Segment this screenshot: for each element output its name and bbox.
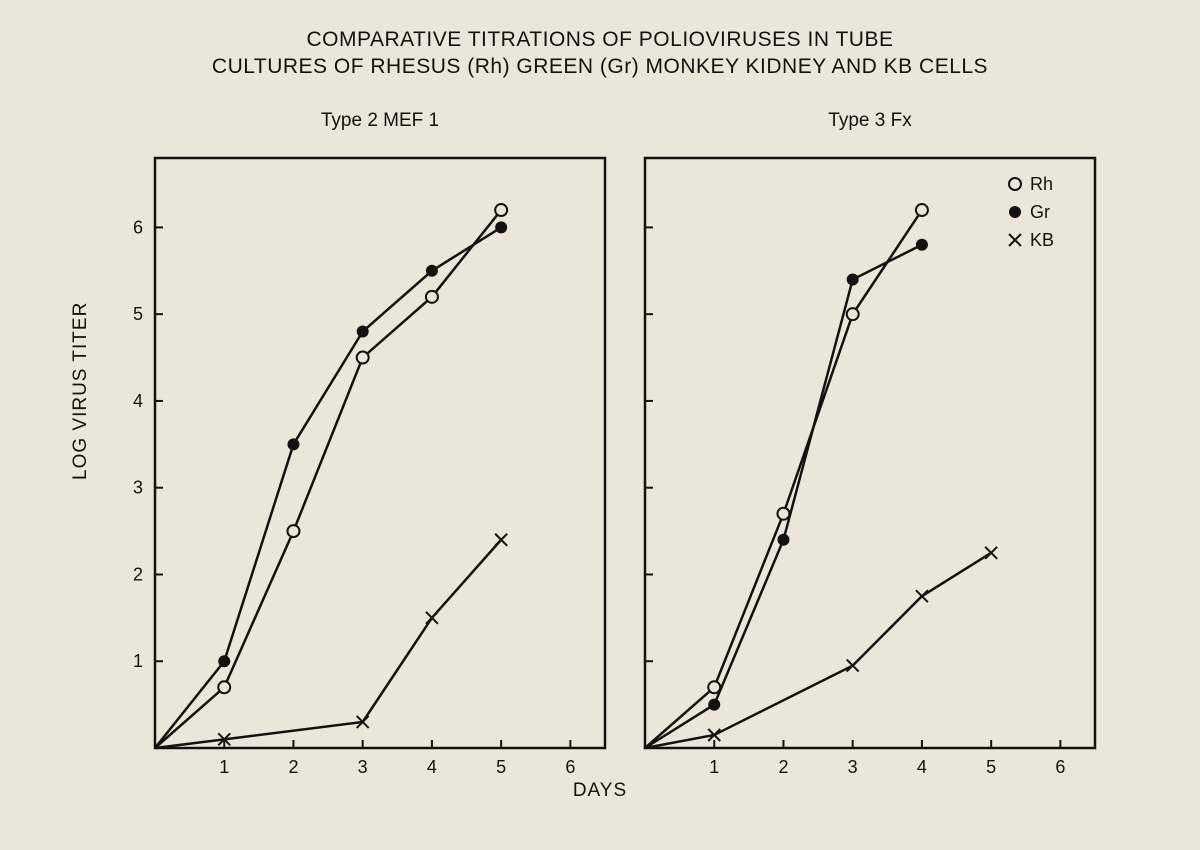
svg-text:5: 5 xyxy=(986,757,996,777)
filled-circle-icon xyxy=(1000,202,1030,222)
series-marker xyxy=(777,508,789,520)
series-marker xyxy=(218,681,230,693)
svg-text:1: 1 xyxy=(709,757,719,777)
series-marker xyxy=(426,612,438,624)
y-axis-label: LOG VIRUS TITER xyxy=(70,302,92,480)
series-marker xyxy=(495,204,507,216)
series-line xyxy=(155,227,501,748)
series-marker xyxy=(916,239,928,251)
series-line xyxy=(645,210,922,748)
svg-text:1: 1 xyxy=(133,651,143,671)
series-marker xyxy=(495,534,507,546)
series-marker xyxy=(218,655,230,667)
series-marker xyxy=(357,326,369,338)
svg-text:5: 5 xyxy=(496,757,506,777)
series-line xyxy=(645,245,922,748)
legend-item: Rh xyxy=(1000,170,1054,198)
series-marker xyxy=(357,352,369,364)
series-marker xyxy=(287,438,299,450)
series-line xyxy=(155,210,501,748)
legend-label: Gr xyxy=(1030,202,1050,223)
series-marker xyxy=(847,308,859,320)
series-marker xyxy=(847,273,859,285)
svg-text:4: 4 xyxy=(427,757,437,777)
series-marker xyxy=(916,204,928,216)
svg-text:2: 2 xyxy=(778,757,788,777)
svg-text:1: 1 xyxy=(219,757,229,777)
x-icon xyxy=(1000,230,1030,250)
series-marker xyxy=(708,699,720,711)
series-marker xyxy=(777,534,789,546)
svg-text:6: 6 xyxy=(133,217,143,237)
series-marker xyxy=(847,660,859,672)
series-marker xyxy=(287,525,299,537)
panel-title: Type 2 MEF 1 xyxy=(230,110,530,132)
series-marker xyxy=(426,291,438,303)
series-line xyxy=(645,553,991,748)
svg-text:5: 5 xyxy=(133,304,143,324)
open-circle-icon xyxy=(1000,174,1030,194)
svg-text:6: 6 xyxy=(1055,757,1065,777)
panel-title: Type 3 Fx xyxy=(720,110,1020,132)
chart-panel: 1 2 3 4 5 6 1 2 3 4 5 6 xyxy=(125,148,635,788)
legend-item: KB xyxy=(1000,226,1054,254)
legend-label: KB xyxy=(1030,230,1054,251)
legend-label: Rh xyxy=(1030,174,1053,195)
svg-text:3: 3 xyxy=(358,757,368,777)
series-marker xyxy=(426,265,438,277)
legend-item: Gr xyxy=(1000,198,1054,226)
svg-text:3: 3 xyxy=(133,478,143,498)
svg-text:2: 2 xyxy=(133,564,143,584)
main-title-line1: COMPARATIVE TITRATIONS OF POLIOVIRUSES I… xyxy=(0,28,1200,52)
series-marker xyxy=(985,547,997,559)
svg-text:4: 4 xyxy=(917,757,927,777)
series-marker xyxy=(495,221,507,233)
legend: Rh Gr KB xyxy=(1000,170,1054,254)
svg-text:6: 6 xyxy=(565,757,575,777)
main-title-line2: CULTURES OF RHESUS (Rh) GREEN (Gr) MONKE… xyxy=(0,55,1200,79)
svg-text:2: 2 xyxy=(288,757,298,777)
svg-text:3: 3 xyxy=(848,757,858,777)
figure-root: COMPARATIVE TITRATIONS OF POLIOVIRUSES I… xyxy=(0,0,1200,850)
svg-text:4: 4 xyxy=(133,391,143,411)
series-line xyxy=(155,540,501,748)
series-marker xyxy=(916,590,928,602)
